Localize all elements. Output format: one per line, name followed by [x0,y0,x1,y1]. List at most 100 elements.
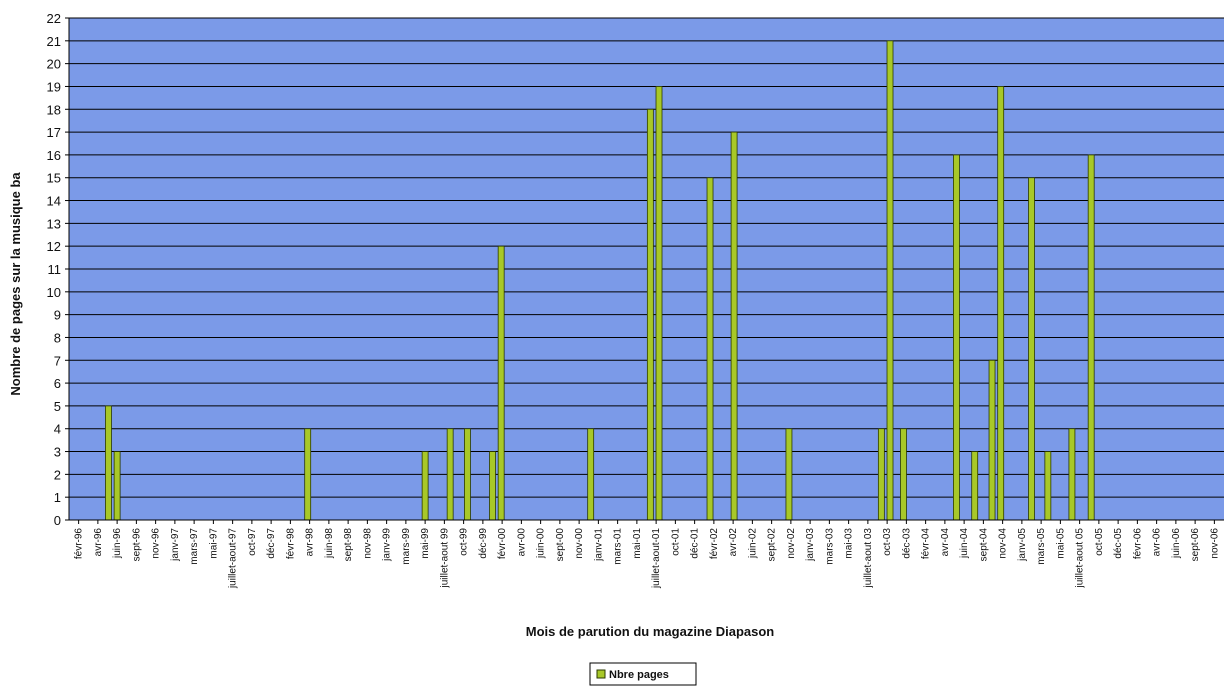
x-category-label: févr-00 [497,528,508,560]
y-tick-label: 4 [54,422,61,437]
x-category-label: févr-02 [709,528,720,560]
y-tick-label: 17 [47,125,61,140]
y-tick-label: 3 [54,445,61,460]
x-category-label: mars-97 [189,528,200,565]
bar [1028,177,1035,521]
x-category-label: sept-04 [978,528,989,562]
x-category-labels: févr-96 avr-96 juin-96 sept-96 nov-96 janv-97… [74,520,1220,589]
bar [877,428,885,521]
x-category-label: févr-04 [921,528,932,560]
x-category-label: nov-96 [151,528,162,559]
x-category-label: déc-01 [690,528,701,559]
y-tick-label: 19 [47,79,61,94]
bar [464,428,471,521]
y-axis-label: Nombre de pages sur la musique ba [8,172,23,396]
x-category-label: mai-99 [420,528,431,559]
bar [489,451,496,521]
y-tick-label: 0 [54,513,61,528]
bar [497,245,505,521]
x-category-label: janv-97 [170,528,181,562]
x-category-label: oct-05 [1094,528,1105,556]
y-tick-label: 18 [47,102,61,117]
bar [900,428,907,521]
x-category-label: avr-00 [516,528,527,557]
bar [953,154,960,521]
y-tick-label: 15 [47,171,61,186]
x-category-label: juin-04 [959,528,970,559]
x-category-label: avr-04 [940,528,951,557]
x-category-label: nov-00 [574,528,585,559]
bar [1068,428,1076,521]
bar [304,428,312,521]
x-category-label: mars-99 [401,528,412,565]
legend-label: Nbre pages [609,669,669,681]
x-category-label: oct-99 [459,528,470,556]
legend-swatch [596,669,606,679]
x-category-label: nov-98 [362,528,373,559]
x-category-label: févr-96 [74,528,85,560]
y-tick-label: 21 [47,34,61,49]
x-category-label: janv-03 [805,528,816,562]
y-tick-label: 6 [54,376,61,391]
x-category-label: juin-96 [112,528,123,559]
x-category-label: déc-97 [266,528,277,559]
x-category-label: sept-98 [343,528,354,562]
y-tick-label: 2 [54,467,61,482]
x-category-label: déc-99 [478,528,489,559]
y-tick-label: 20 [47,57,61,72]
x-category-label: juillet-aout 03 [863,528,874,589]
bar [1044,451,1052,521]
x-category-label: juin-02 [747,528,758,559]
x-category-label: avr-98 [305,528,316,557]
x-category-label: juillet-aout-97 [228,528,239,589]
x-category-label: sept-02 [767,528,778,562]
bar [988,359,996,521]
x-category-label: nov-06 [1209,528,1220,559]
bar [1087,154,1095,521]
x-category-label: sept-96 [131,528,142,562]
y-tick-label: 22 [47,11,61,26]
bar [113,451,121,521]
x-category-label: nov-04 [998,528,1009,559]
bar [706,177,714,521]
x-category-label: mai-97 [208,528,219,559]
y-tick-label: 12 [47,239,61,254]
x-category-label: janv-05 [1017,528,1028,562]
x-category-label: déc-05 [1113,528,1124,559]
x-category-label: juin-06 [1171,528,1182,559]
x-category-label: oct-01 [670,528,681,556]
bar [646,108,654,521]
x-category-label: mars-01 [613,528,624,565]
x-axis-label: Mois de parution du magazine Diapason [526,624,775,639]
x-category-label: nov-02 [786,528,797,559]
x-category-label: janv-99 [382,528,393,562]
x-category-label: févr-98 [285,528,296,560]
x-category-label: mars-05 [1036,528,1047,565]
x-category-label: sept-06 [1190,528,1201,562]
legend-box [589,662,697,686]
y-tick-label: 7 [54,353,61,368]
x-category-label: mai-05 [1055,528,1066,559]
x-category-label: oct-97 [247,528,258,556]
x-category-label: déc-03 [901,528,912,559]
bars [105,40,1095,521]
x-category-label: juillet-aout 99 [439,528,450,589]
y-tick-label: 10 [47,285,61,300]
bar [785,428,793,521]
x-category-label: févr-06 [1132,528,1143,560]
y-tick-label: 8 [54,330,61,345]
bar [971,451,979,521]
y-tick-label: 9 [54,308,61,323]
x-category-label: janv-01 [593,528,604,562]
x-category-label: avr-96 [93,528,104,557]
y-tick-label: 11 [48,262,62,277]
x-category-label: mai-03 [844,528,855,559]
x-category-label: avr-02 [728,528,739,557]
x-category-label: mars-03 [824,528,835,565]
bar [655,86,663,521]
y-tick-label: 5 [54,399,61,414]
x-category-label: juin-00 [536,528,547,559]
legend: Nbre pages [589,662,697,686]
bar [105,405,112,521]
